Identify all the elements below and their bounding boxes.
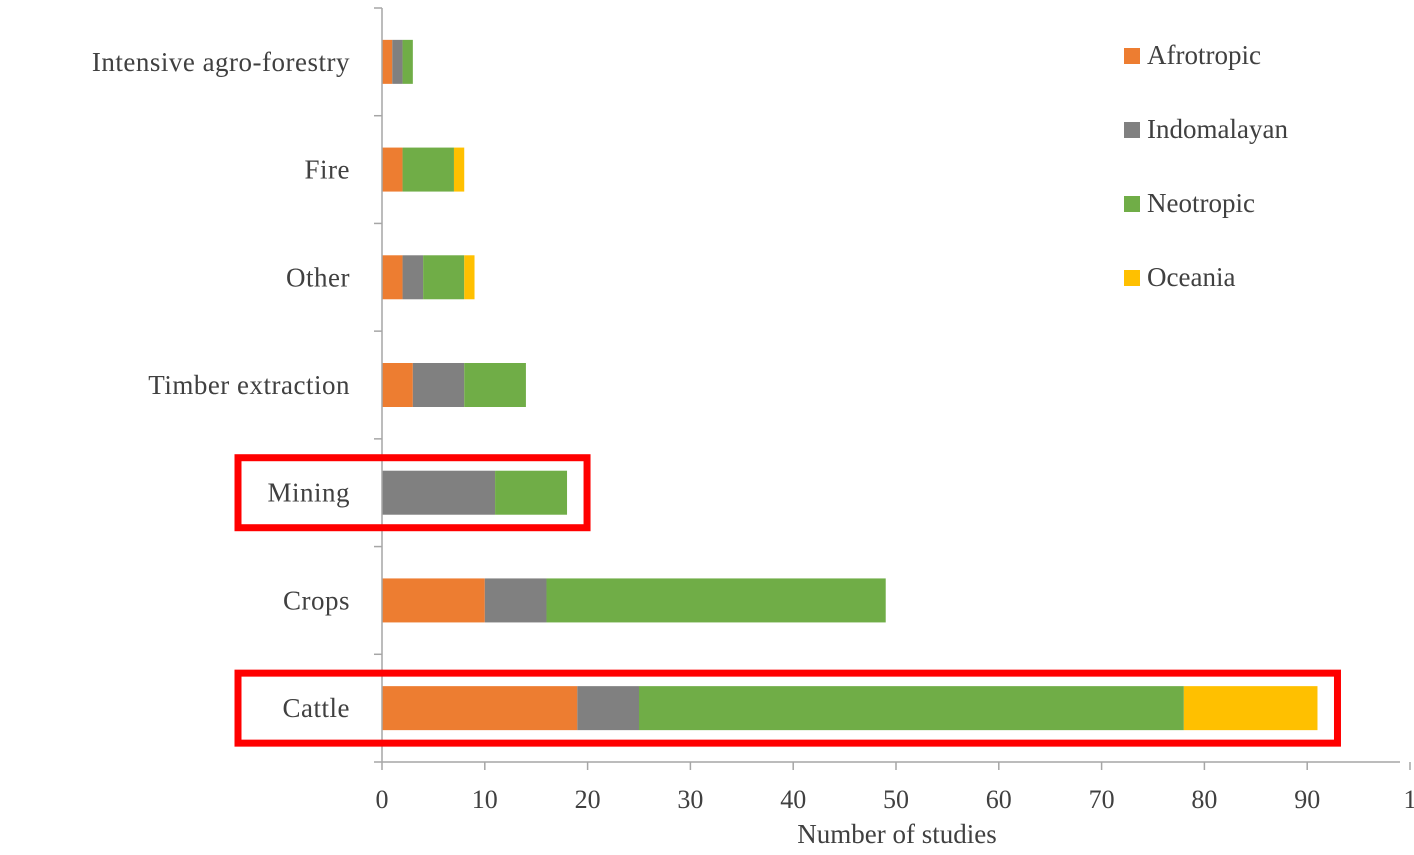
- x-tick-label-9: 90: [1294, 785, 1320, 814]
- bar-intensive-agro-forestry-afrotropic: [382, 39, 393, 84]
- bar-other-indomalayan: [402, 255, 424, 300]
- legend-swatch-indomalayan: [1124, 122, 1140, 138]
- category-label-fire: Fire: [305, 155, 351, 185]
- bar-fire-afrotropic: [382, 147, 403, 192]
- category-label-mining: Mining: [267, 478, 350, 508]
- bar-cattle-indomalayan: [577, 686, 639, 731]
- category-label-crops: Crops: [283, 585, 350, 615]
- x-tick-labels: 0 10 20 30 40 50 60 70 80 90 1: [376, 785, 1414, 814]
- bar-layer: [382, 39, 1318, 731]
- legend: Afrotropic Indomalayan Neotropic Oceania: [1124, 40, 1288, 292]
- legend-swatch-afrotropic: [1124, 48, 1140, 64]
- x-tick-label-8: 80: [1191, 785, 1217, 814]
- x-axis-title: Number of studies: [797, 819, 996, 849]
- bar-mining-neotropic: [495, 470, 568, 515]
- highlight-box-mining: [234, 454, 591, 532]
- x-tick-label-6: 60: [986, 785, 1012, 814]
- x-tick-label-7: 70: [1089, 785, 1115, 814]
- x-tick-label-3: 30: [677, 785, 703, 814]
- category-label-intensive-agro-forestry: Intensive agro-forestry: [92, 47, 350, 77]
- x-tick-label-10: 1: [1404, 785, 1414, 814]
- bar-crops-neotropic: [546, 578, 886, 623]
- category-label-timber-extraction: Timber extraction: [148, 370, 350, 400]
- bar-other-afrotropic: [382, 255, 403, 300]
- bar-other-oceania: [464, 255, 475, 300]
- x-tick-label-0: 0: [376, 785, 389, 814]
- bar-crops-afrotropic: [382, 578, 485, 623]
- highlight-boxes: [234, 454, 1341, 747]
- bar-timber-extraction-indomalayan: [412, 363, 465, 407]
- bar-crops-indomalayan: [484, 578, 547, 623]
- x-tick-label-4: 40: [780, 785, 806, 814]
- legend-label-neotropic: Neotropic: [1147, 188, 1255, 218]
- x-tick-label-1: 10: [472, 785, 498, 814]
- legend-label-afrotropic: Afrotropic: [1147, 40, 1261, 70]
- highlight-box-cattle: [234, 669, 1341, 747]
- bar-intensive-agro-forestry-indomalayan: [392, 39, 403, 84]
- bar-other-neotropic: [423, 255, 465, 300]
- bar-fire-oceania: [453, 147, 465, 192]
- axes: [374, 7, 1411, 770]
- legend-swatch-neotropic: [1124, 196, 1140, 212]
- bar-timber-extraction-neotropic: [464, 363, 526, 407]
- x-tick-label-2: 20: [575, 785, 601, 814]
- category-label-other: Other: [286, 262, 350, 292]
- bar-mining-indomalayan: [382, 470, 496, 515]
- bar-cattle-oceania: [1183, 686, 1318, 731]
- bar-fire-neotropic: [402, 147, 454, 192]
- bar-intensive-agro-forestry-neotropic: [402, 39, 413, 84]
- category-labels: Cattle Crops Mining Timber extraction Other F…: [92, 47, 350, 723]
- legend-label-indomalayan: Indomalayan: [1147, 114, 1288, 144]
- legend-label-oceania: Oceania: [1147, 262, 1235, 292]
- bar-cattle-neotropic: [639, 686, 1184, 731]
- x-tick-label-5: 50: [883, 785, 909, 814]
- category-label-cattle: Cattle: [283, 693, 350, 723]
- bar-cattle-afrotropic: [382, 686, 578, 731]
- legend-swatch-oceania: [1124, 270, 1140, 286]
- bar-timber-extraction-afrotropic: [382, 363, 413, 407]
